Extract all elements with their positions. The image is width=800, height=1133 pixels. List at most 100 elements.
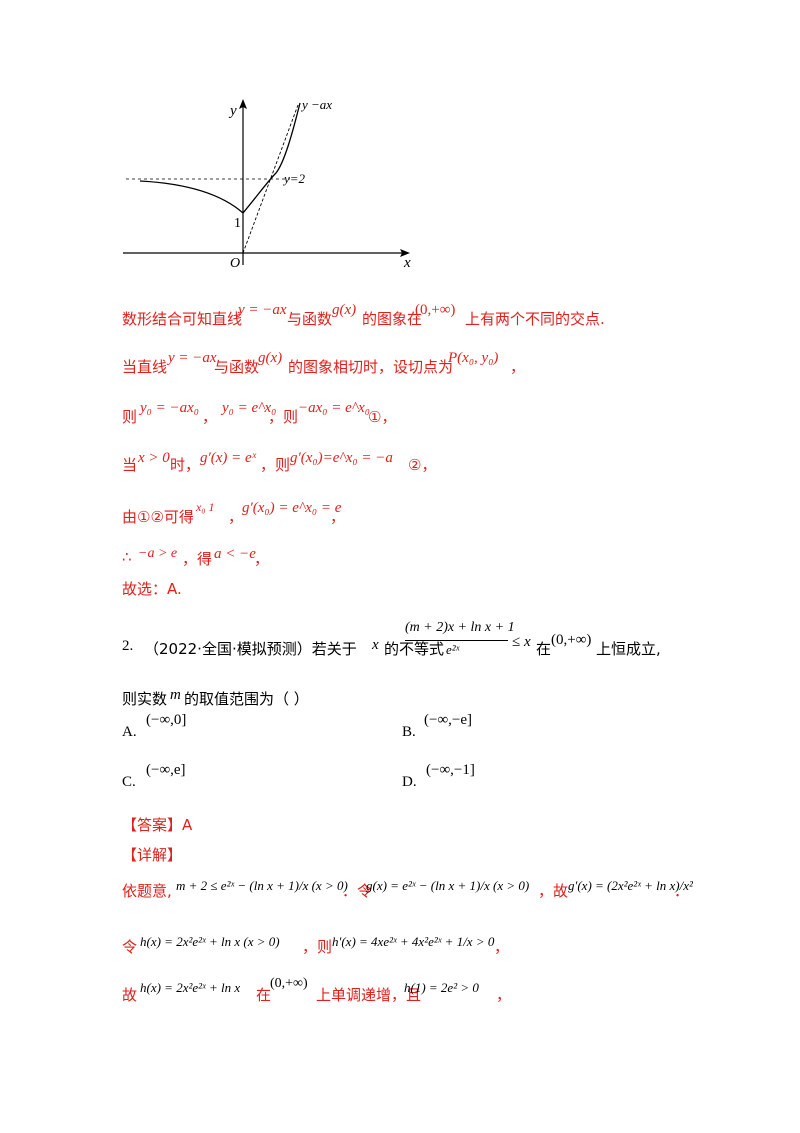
sol1-line4: 当 x > 0 时， g′(x) = eˣ ，则 g′(x₀)=e^x₀ = −… — [0, 444, 800, 484]
tangent-line — [242, 104, 299, 254]
math-expr: y₀ = e^x₀ — [222, 400, 277, 416]
option-a[interactable]: A. (−∞,0] — [122, 712, 322, 746]
math-expr: h(x) = 2x²e²ˣ + ln x — [140, 980, 241, 995]
detail-text: ， — [494, 938, 510, 956]
one-label: 1 — [234, 216, 241, 231]
function-graph: y x O 1 y −ax y=2 — [123, 97, 411, 270]
math-expr: g(x) — [332, 302, 357, 318]
math-expr: y = −ax — [238, 302, 287, 318]
detail-text: 令 — [122, 938, 138, 956]
math-expr: g′(x) = (2x²e²ˣ + ln x)/x² — [568, 878, 693, 893]
math-expr: (0,+∞) — [415, 302, 456, 318]
sol1-text: 的图象在 — [362, 310, 423, 328]
option-b[interactable]: B. (−∞,−e] — [402, 712, 602, 746]
origin-label: O — [230, 256, 240, 270]
sol1-text: ，则 — [268, 408, 299, 426]
fraction-bar — [405, 640, 508, 641]
detail-text: ． — [674, 882, 690, 900]
option-c[interactable]: C. (−∞,e] — [122, 762, 322, 796]
sol1-text: 上有两个不同的交点. — [465, 310, 605, 328]
detail-text: ， — [496, 986, 512, 1004]
x-axis-label: x — [403, 255, 411, 270]
fraction-numerator: (m + 2)x + ln x + 1 — [405, 620, 515, 635]
sol1-text: 与函数 — [214, 358, 260, 376]
sol1-text: ， — [254, 550, 270, 568]
q2-text: 的取值范围为（ ） — [184, 690, 309, 708]
math-expr: x₀ 1 — [196, 500, 215, 514]
sol1-choice: 故选：A. — [122, 580, 182, 598]
math-expr: h(x) = 2x²e²ˣ + ln x (x > 0) — [140, 934, 280, 949]
sol1-line1: 数形结合可知直线 y = −ax 与函数 g(x) 的图象在 (0,+∞) 上有… — [0, 300, 800, 340]
fraction-denominator: e²ˣ — [446, 642, 460, 657]
line-label: y −ax — [300, 97, 332, 112]
sol1-text: 数形结合可知直线 — [122, 310, 243, 328]
detail-line2: 令 h(x) = 2x²e²ˣ + ln x (x > 0) ，则 h′(x) … — [0, 924, 800, 968]
detail-label: 【详解】 — [122, 846, 183, 864]
curve-right-branch — [242, 102, 301, 214]
math-var: m — [170, 687, 181, 703]
sol1-line6: ∴ −a > e ，得 a < −e ， — [0, 540, 800, 580]
y-axis-label: y — [228, 103, 237, 119]
math-expr: g(x) — [258, 350, 283, 366]
math-expr: h′(x) = 4xe²ˣ + 4x²e²ˣ + 1/x > 0 — [332, 934, 495, 949]
sol1-text: ，则 — [260, 456, 291, 474]
math-expr: g(x) = e²ˣ − (ln x + 1)/x (x > 0) — [366, 878, 530, 893]
detail-text: 依题意, — [122, 882, 172, 900]
detail-text: ，故 — [538, 882, 569, 900]
sol1-text: 与函数 — [287, 310, 333, 328]
detail-text: ，则 — [302, 938, 333, 956]
math-expr: g′(x) = eˣ — [200, 450, 256, 466]
math-expr: a < −e — [214, 546, 256, 562]
q2-text: 的不等式 — [384, 640, 445, 658]
math-expr: P(x₀, y₀) — [448, 350, 499, 366]
sol1-text: 当直线 — [122, 358, 168, 376]
math-expr: m + 2 ≤ e²ˣ − (ln x + 1)/x (x > 0) — [176, 878, 348, 893]
detail-text: ．令 — [342, 882, 373, 900]
option-value: (−∞,0] — [146, 712, 187, 728]
sol1-text: ①， — [368, 408, 397, 426]
sol1-text: ∴ — [122, 548, 132, 566]
option-label: D. — [402, 774, 417, 790]
q2-text: 上恒成立, — [596, 640, 661, 658]
q2-number: 2. — [122, 638, 134, 654]
math-expr: y = −ax — [168, 350, 217, 366]
math-expr: −a > e — [138, 546, 178, 561]
math-expr: g′(x₀)=e^x₀ = −a — [290, 450, 393, 466]
option-label: B. — [402, 724, 416, 740]
answer-label: 【答案】A — [122, 816, 193, 834]
math-var: x — [372, 637, 379, 653]
sol1-text: 时， — [170, 456, 201, 474]
q2-stem-line2: 则实数 m 的取值范围为（ ） — [0, 680, 800, 720]
option-d[interactable]: D. (−∞,−1] — [402, 762, 602, 796]
math-expr: h(1) = 2e² > 0 — [404, 980, 479, 995]
sol1-line2: 当直线 y = −ax 与函数 g(x) 的图象相切时，设切点为 P(x₀, y… — [0, 348, 800, 388]
q2-source: （2022·全国·模拟预测）若关于 — [144, 640, 357, 658]
detail-text: 故 — [122, 986, 138, 1004]
y-axis-arrow — [239, 99, 247, 109]
sol1-line5: 由①②可得 x₀ 1 ， g′(x₀) = e^x₀ = e ， — [0, 494, 800, 534]
x-axis-arrow — [400, 249, 410, 257]
math-expr: ≤ x — [512, 634, 531, 650]
math-expr: g′(x₀) = e^x₀ = e — [242, 500, 342, 516]
option-label: C. — [122, 774, 136, 790]
sol1-text: ， — [330, 508, 346, 526]
math-expr: x > 0 — [138, 450, 170, 466]
option-value: (−∞,−e] — [424, 712, 473, 728]
option-value: (−∞,e] — [146, 762, 186, 778]
math-expr: y₀ = −ax₀ — [140, 400, 199, 416]
q2-text: 则实数 — [122, 690, 168, 708]
detail-line3: 故 h(x) = 2x²e²ˣ + ln x 在 (0,+∞) 上单调递增，且 … — [0, 972, 800, 1016]
sol1-text: ， — [202, 408, 218, 426]
option-value: (−∞,−1] — [426, 762, 475, 778]
math-expr: (0,+∞) — [270, 976, 308, 991]
sol1-text: ，得 — [182, 550, 213, 568]
detail-text: 上单调递增，且 — [316, 986, 422, 1004]
q2-text: 在 — [536, 640, 552, 658]
detail-line1: 依题意, m + 2 ≤ e²ˣ − (ln x + 1)/x (x > 0) … — [0, 868, 800, 912]
sol1-text: ②， — [408, 456, 437, 474]
sol1-text: ， — [510, 358, 526, 376]
sol1-line3: 则 y₀ = −ax₀ ， y₀ = e^x₀ ，则 −ax₀ = e^x₀ ①… — [0, 396, 800, 436]
y2-label: y=2 — [282, 171, 306, 186]
q2-stem-line1: 2. （2022·全国·模拟预测）若关于 x 的不等式 (m + 2)x + l… — [0, 620, 800, 670]
math-expr: −ax₀ = e^x₀ — [298, 400, 370, 416]
